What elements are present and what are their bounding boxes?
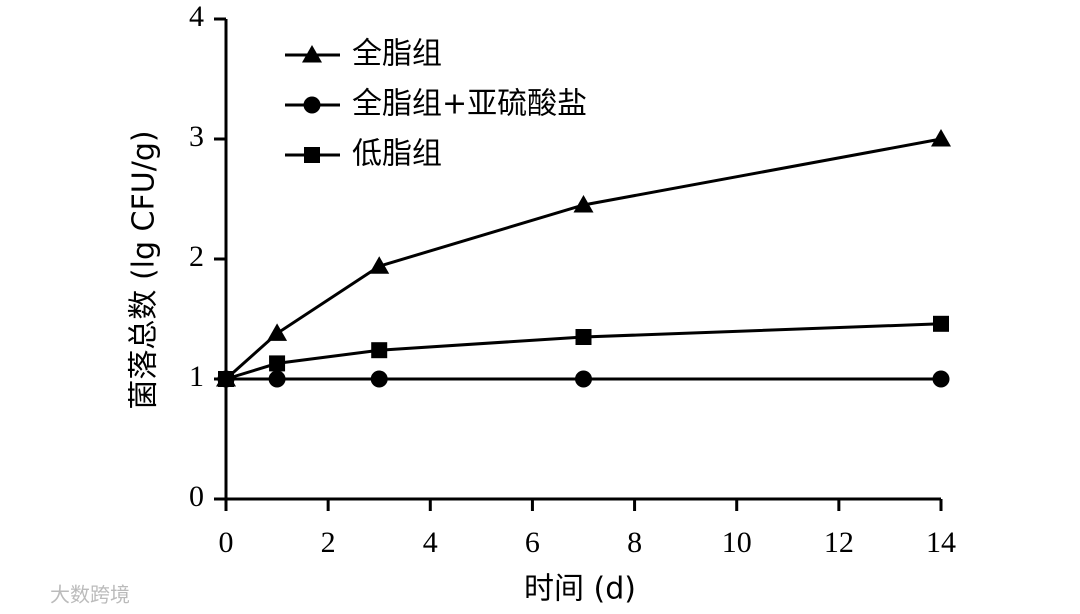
marker [371, 342, 388, 359]
marker [269, 355, 286, 372]
y-tick-label: 3 [189, 120, 204, 153]
y-tick-label: 4 [189, 0, 204, 33]
legend-label: 全脂组+亚硫酸盐 [352, 87, 587, 122]
legend-marker [303, 96, 321, 114]
legend-label: 全脂组 [352, 37, 442, 72]
x-axis-title: 时间 (d) [524, 572, 636, 607]
marker [575, 370, 592, 388]
x-tick-label: 10 [722, 526, 752, 559]
marker [268, 370, 286, 388]
y-axis-title: 菌落总数 (lg CFU/g) [127, 130, 162, 409]
marker [573, 195, 594, 213]
y-tick-label: 2 [189, 240, 204, 273]
x-tick-label: 6 [525, 526, 540, 559]
marker [267, 323, 288, 341]
legend-label: 低脂组 [352, 137, 442, 172]
legend-marker [304, 147, 320, 163]
marker [369, 256, 390, 274]
x-tick-label: 2 [321, 526, 336, 559]
x-tick-label: 0 [219, 526, 234, 559]
y-tick-label: 1 [189, 360, 204, 393]
marker [575, 329, 592, 345]
x-tick-label: 12 [824, 526, 854, 559]
legend-marker [302, 45, 322, 63]
marker [218, 371, 234, 387]
y-tick-label: 0 [189, 480, 204, 513]
marker [370, 370, 388, 388]
x-tick-label: 4 [423, 526, 438, 559]
marker [931, 129, 951, 147]
x-tick-label: 8 [627, 526, 642, 559]
marker [932, 370, 950, 388]
marker [933, 315, 949, 332]
x-tick-label: 14 [926, 526, 956, 559]
watermark: 大数跨境 [50, 583, 130, 607]
